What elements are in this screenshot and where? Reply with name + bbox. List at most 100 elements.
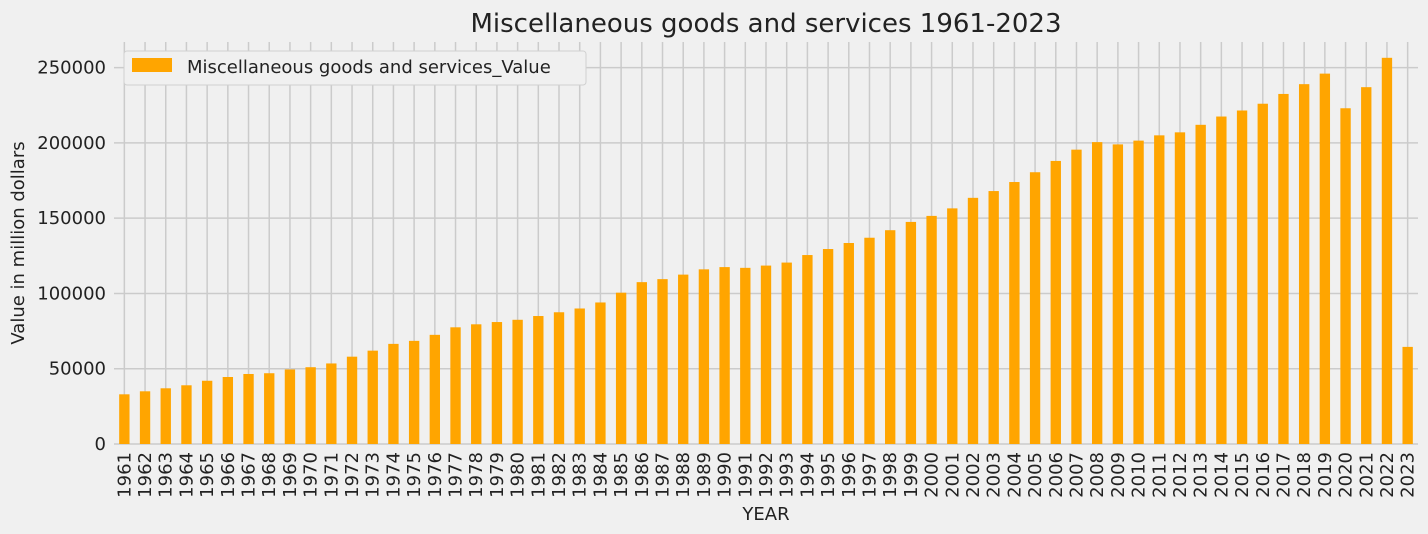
x-tick-label: 1990 xyxy=(715,452,736,498)
y-tick-label: 250000 xyxy=(37,58,106,79)
bar-2004 xyxy=(1009,182,1020,445)
bars xyxy=(119,57,1413,445)
bar-1976 xyxy=(429,334,440,444)
x-tick-label: 1968 xyxy=(259,452,280,498)
x-tick-label: 2020 xyxy=(1336,452,1357,498)
bar-2011 xyxy=(1154,135,1165,444)
x-tick-label: 1989 xyxy=(694,452,715,498)
bar-2006 xyxy=(1050,160,1061,444)
x-tick-label: 2000 xyxy=(922,452,943,498)
bar-2022 xyxy=(1381,57,1393,444)
bar-1967 xyxy=(243,373,254,444)
bar-1970 xyxy=(305,367,316,444)
y-tick-label: 200000 xyxy=(37,133,106,154)
x-tick-label: 1979 xyxy=(487,452,508,498)
x-axis-label: YEAR xyxy=(741,504,789,525)
x-tick-label: 1966 xyxy=(218,452,239,498)
legend: Miscellaneous goods and services_Value xyxy=(123,50,587,86)
x-tick-label: 2016 xyxy=(1253,452,1274,498)
x-tick-label: 1993 xyxy=(777,452,798,498)
bar-1983 xyxy=(574,308,585,444)
x-tick-label: 1961 xyxy=(114,452,135,498)
x-tick-label: 2009 xyxy=(1108,452,1129,498)
bar-2003 xyxy=(988,191,999,444)
bar-1974 xyxy=(388,343,399,444)
y-tick-label: 50000 xyxy=(49,359,106,380)
bar-1981 xyxy=(533,316,544,444)
bar-2012 xyxy=(1174,132,1186,444)
x-tick-label: 1998 xyxy=(880,452,901,498)
bar-2002 xyxy=(967,197,979,444)
x-tick-label: 2007 xyxy=(1066,452,1087,498)
bar-1969 xyxy=(284,369,296,444)
bar-1993 xyxy=(781,262,792,444)
bar-1999 xyxy=(905,221,917,444)
bar-1991 xyxy=(740,267,751,444)
x-tick-label: 1967 xyxy=(239,452,260,498)
x-tick-label: 2002 xyxy=(963,452,984,498)
bar-2018 xyxy=(1298,84,1310,445)
bar-1963 xyxy=(160,388,171,444)
x-tick-label: 2022 xyxy=(1377,452,1398,498)
x-tick-label: 1995 xyxy=(818,452,839,498)
bar-1986 xyxy=(636,282,647,444)
bar-1977 xyxy=(450,327,461,444)
x-tick-label: 2023 xyxy=(1398,452,1419,498)
x-tick-label: 1976 xyxy=(425,452,446,498)
x-tick-label: 2005 xyxy=(1025,452,1046,498)
bar-1985 xyxy=(615,292,627,444)
bar-1988 xyxy=(678,274,689,444)
bar-1971 xyxy=(326,363,337,444)
x-tick-label: 1964 xyxy=(176,452,197,498)
bar-2015 xyxy=(1236,110,1248,444)
x-tick-label: 1991 xyxy=(735,452,756,498)
bar-1972 xyxy=(346,356,358,444)
x-tick-label: 1973 xyxy=(363,452,384,498)
x-tick-label: 1980 xyxy=(508,452,529,498)
x-tick-label: 1984 xyxy=(590,452,611,498)
bar-1978 xyxy=(471,324,482,444)
bar-2013 xyxy=(1195,124,1206,444)
bar-2001 xyxy=(947,208,958,444)
x-tick-label: 2013 xyxy=(1191,452,1212,498)
x-tick-label: 2001 xyxy=(942,452,963,498)
x-tick-label: 1986 xyxy=(632,452,653,498)
bar-1992 xyxy=(760,265,772,444)
bar-2023 xyxy=(1402,346,1413,444)
bar-1982 xyxy=(553,312,565,444)
bar-2000 xyxy=(926,215,937,444)
x-tick-label: 1977 xyxy=(446,452,467,498)
y-tick-label: 150000 xyxy=(37,208,106,229)
x-tick-label: 2008 xyxy=(1087,452,1108,498)
x-tick-label: 2021 xyxy=(1356,452,1377,498)
x-tick-label: 2011 xyxy=(1149,452,1170,498)
y-tick-label: 100000 xyxy=(37,283,106,304)
bar-2021 xyxy=(1361,87,1372,444)
bar-1987 xyxy=(657,279,668,444)
x-tick-label: 1974 xyxy=(383,452,404,498)
bar-1979 xyxy=(491,322,503,444)
x-tick-label: 1972 xyxy=(342,452,363,498)
bar-1994 xyxy=(802,255,813,444)
bar-1995 xyxy=(822,249,834,444)
x-tick-label: 1978 xyxy=(466,452,487,498)
bar-2020 xyxy=(1340,108,1351,444)
x-tick-label: 1985 xyxy=(611,452,632,498)
x-tick-label: 2014 xyxy=(1211,452,1232,498)
bar-1990 xyxy=(719,267,730,444)
x-tick-label: 1992 xyxy=(756,452,777,498)
y-tick-label: 0 xyxy=(95,434,106,455)
x-tick-label: 1994 xyxy=(797,452,818,498)
bar-2008 xyxy=(1092,142,1103,444)
x-tick-label: 2018 xyxy=(1294,452,1315,498)
bar-1989 xyxy=(698,269,710,444)
bar-1962 xyxy=(139,391,151,444)
x-tick-label: 1975 xyxy=(404,452,425,498)
x-tick-label: 1969 xyxy=(280,452,301,498)
bar-2019 xyxy=(1319,73,1331,444)
x-tick-label: 1962 xyxy=(135,452,156,498)
x-tick-label: 1999 xyxy=(901,452,922,498)
bar-1980 xyxy=(512,319,523,444)
x-tick-label: 2010 xyxy=(1129,452,1150,498)
